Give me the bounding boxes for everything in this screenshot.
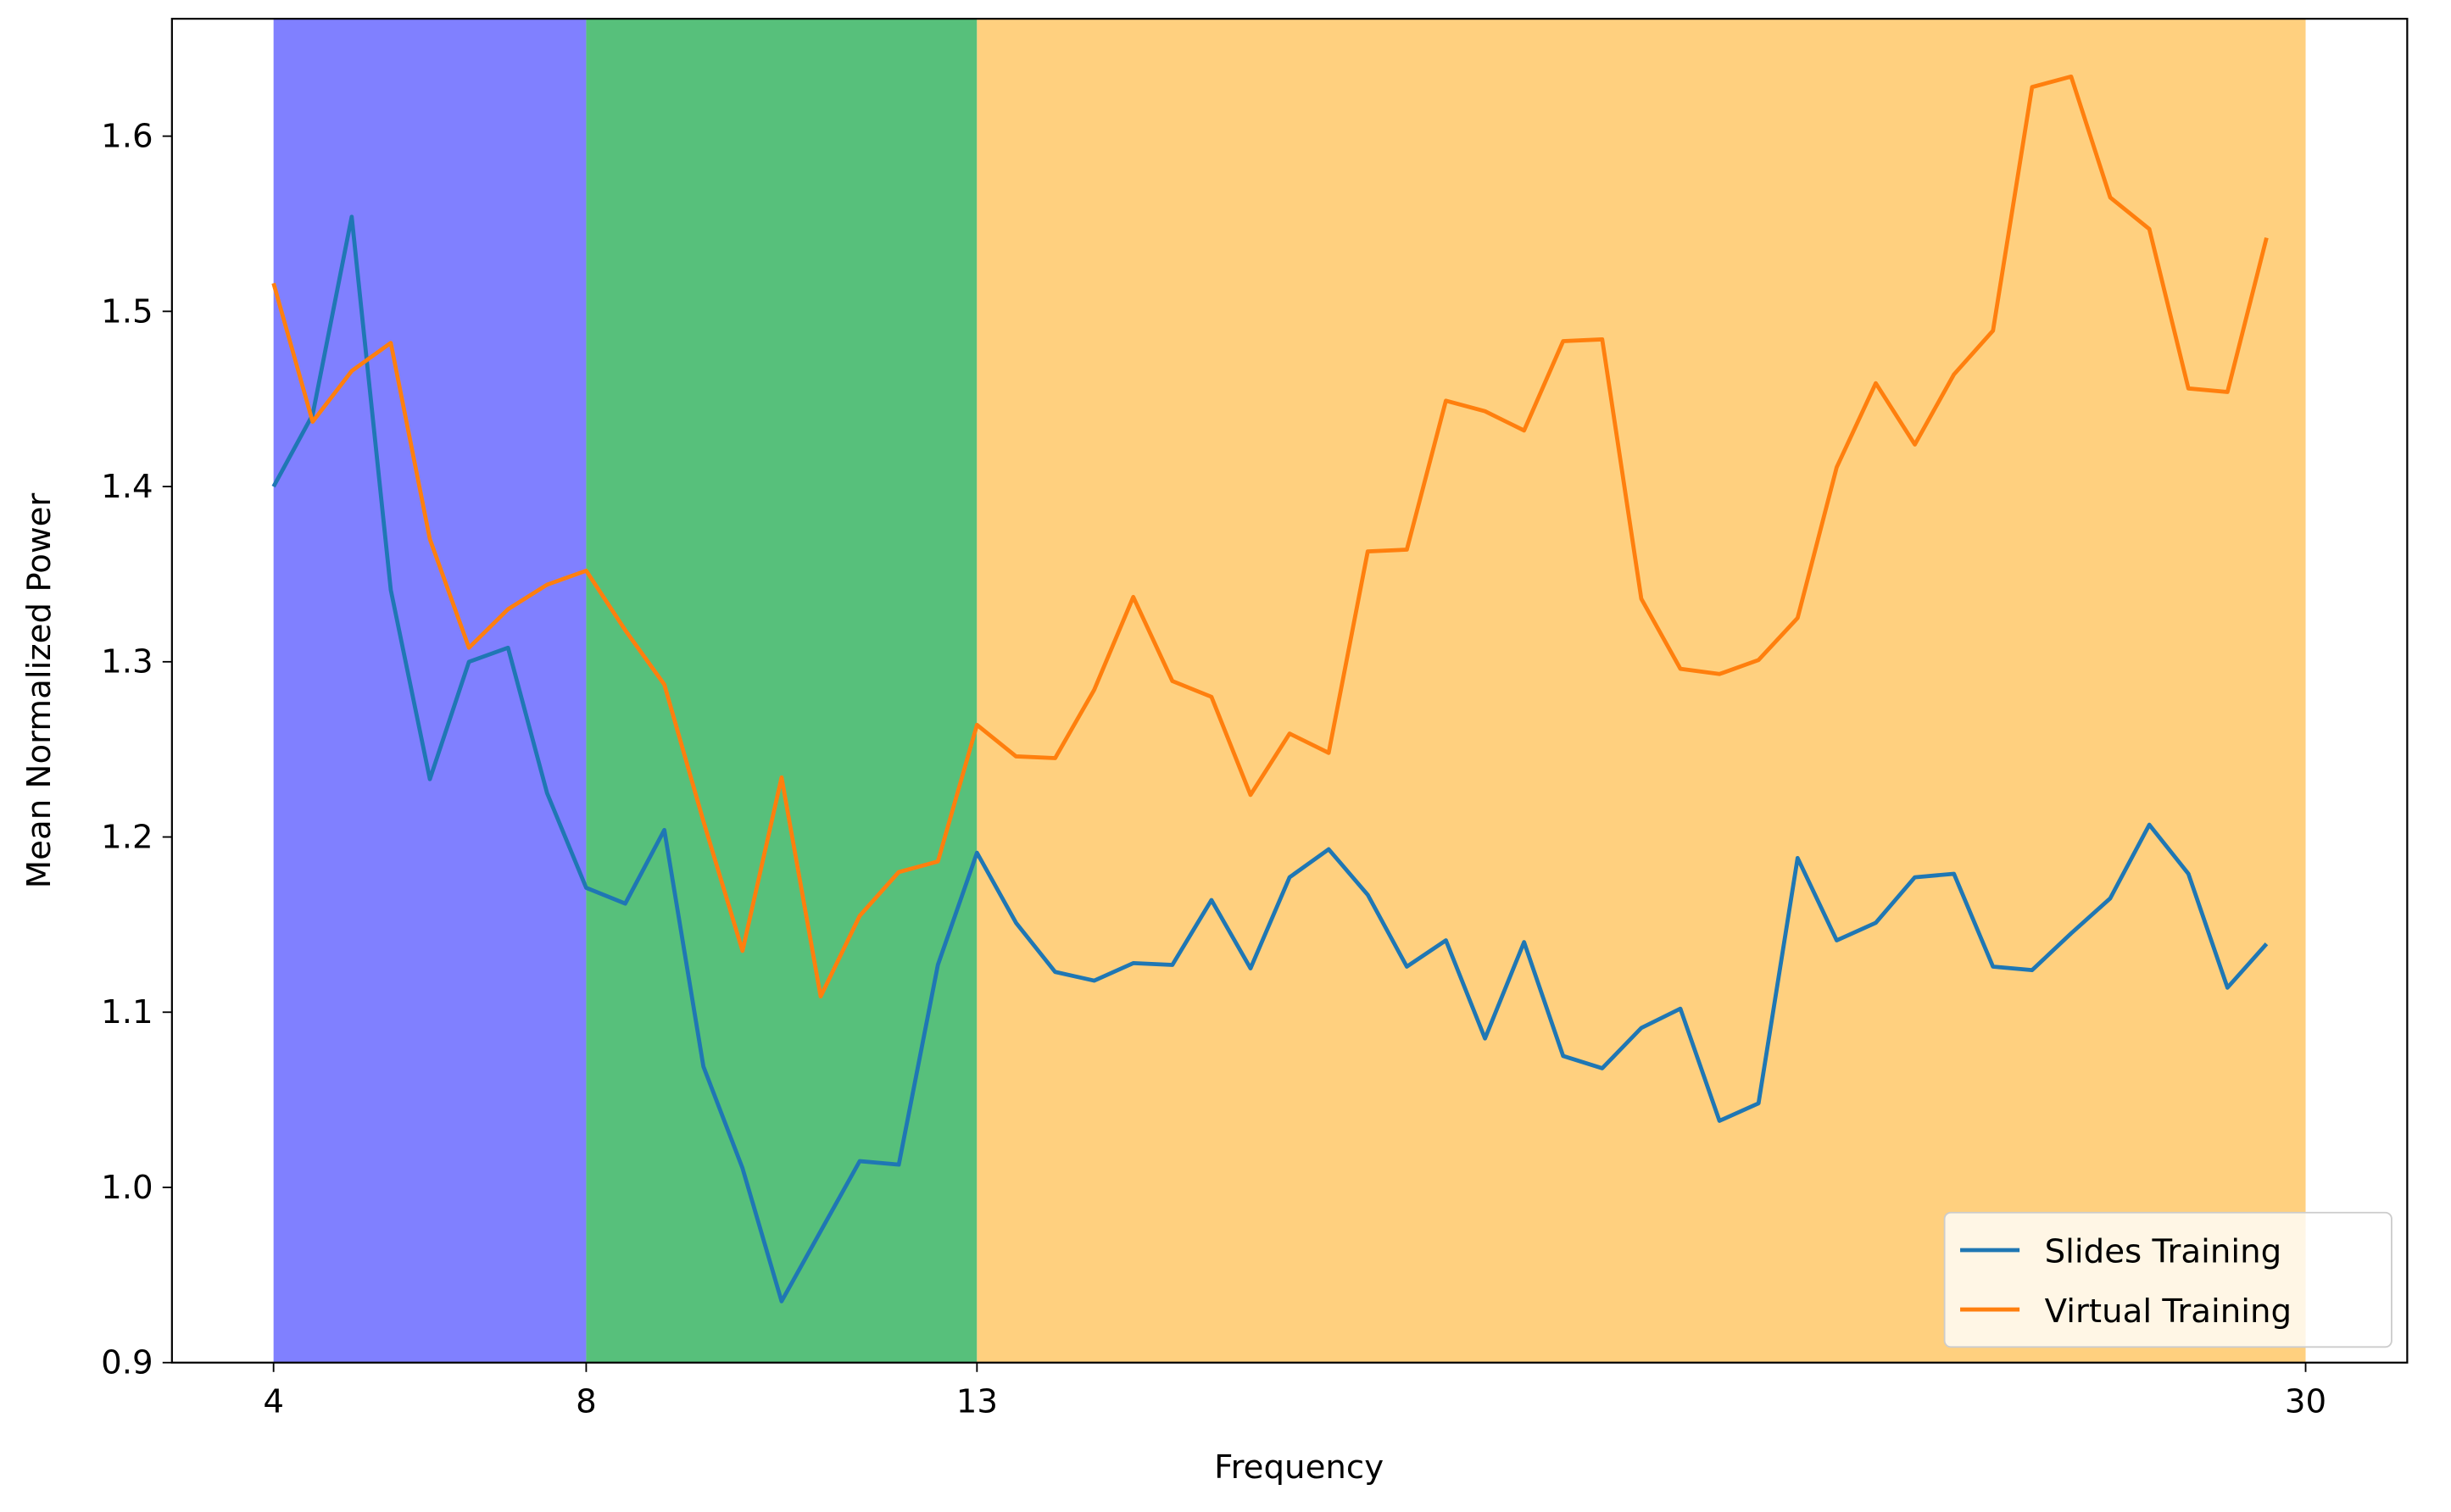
band — [273, 19, 587, 1363]
legend-label: Slides Training — [2045, 1233, 2282, 1271]
y-tick-label: 1.4 — [101, 468, 153, 506]
band — [586, 19, 978, 1363]
y-tick-label: 0.9 — [101, 1344, 153, 1382]
x-tick-label: 13 — [956, 1383, 998, 1421]
x-tick-label: 4 — [263, 1383, 284, 1421]
y-tick-label: 1.6 — [101, 118, 153, 156]
band — [977, 19, 2306, 1363]
legend-box — [1943, 1211, 2393, 1348]
y-tick-label: 1.1 — [101, 993, 153, 1031]
y-tick-label: 1.0 — [101, 1169, 153, 1207]
y-tick-label: 1.3 — [101, 643, 153, 681]
y-tick-label: 1.2 — [101, 818, 153, 856]
x-tick-label: 30 — [2285, 1383, 2326, 1421]
legend: Slides Training Virtual Training — [1943, 1211, 2393, 1348]
plot-frame — [170, 18, 2409, 1364]
series-line — [271, 74, 2269, 999]
y-tick-label: 1.5 — [101, 292, 153, 331]
legend-label: Virtual Training — [2045, 1292, 2292, 1331]
y-axis-label: Mean Normalized Power — [20, 493, 58, 889]
series-line — [271, 214, 2269, 1304]
x-tick-label: 8 — [576, 1383, 597, 1421]
x-axis-label: Frequency — [1214, 1448, 1384, 1487]
